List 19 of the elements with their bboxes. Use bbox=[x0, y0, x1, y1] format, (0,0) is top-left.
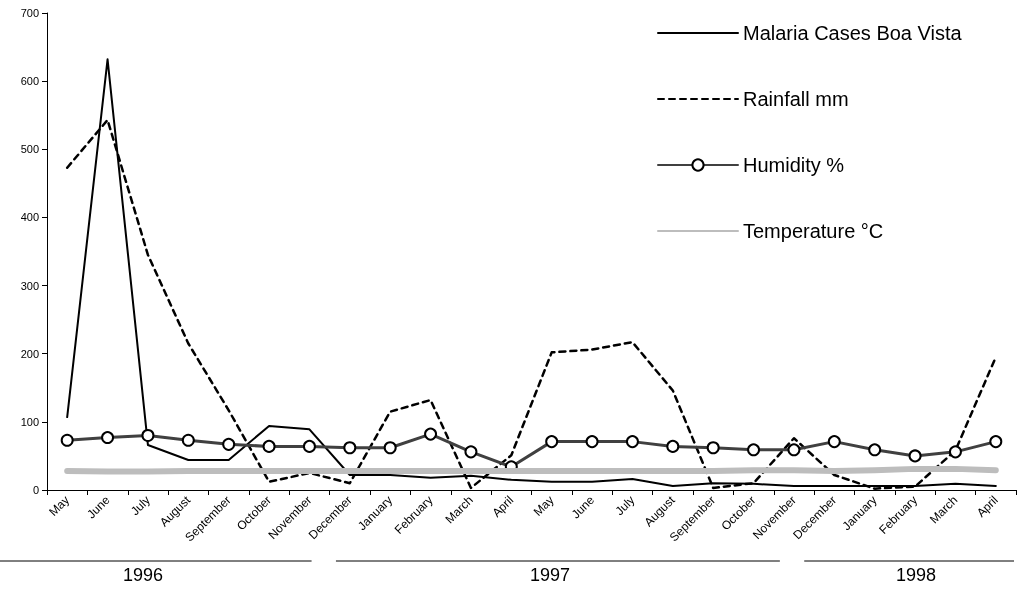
legend-label: Malaria Cases Boa Vista bbox=[743, 22, 963, 44]
legend-label: Rainfall mm bbox=[743, 88, 849, 110]
text: 1997 bbox=[530, 565, 571, 585]
legend-label: Temperature °C bbox=[743, 220, 884, 242]
y-tick-label: 500 bbox=[20, 143, 39, 156]
x-tick-label: July bbox=[612, 493, 638, 519]
legend-label: Humidity % bbox=[743, 154, 845, 176]
y-tick-label: 400 bbox=[20, 211, 39, 224]
y-tick-label: 100 bbox=[20, 415, 39, 428]
x-tick-label: July bbox=[127, 493, 153, 519]
y-tick-label: 300 bbox=[20, 279, 39, 292]
text: 1996 bbox=[123, 565, 164, 585]
x-tick-label: May bbox=[530, 493, 557, 519]
x-tick-label: May bbox=[46, 493, 73, 519]
text: 1998 bbox=[896, 565, 937, 585]
y-tick-label: 200 bbox=[20, 347, 39, 360]
y-tick-label: 0 bbox=[32, 484, 39, 496]
y-tick-label: 600 bbox=[20, 75, 39, 88]
y-tick-label: 700 bbox=[20, 7, 39, 19]
